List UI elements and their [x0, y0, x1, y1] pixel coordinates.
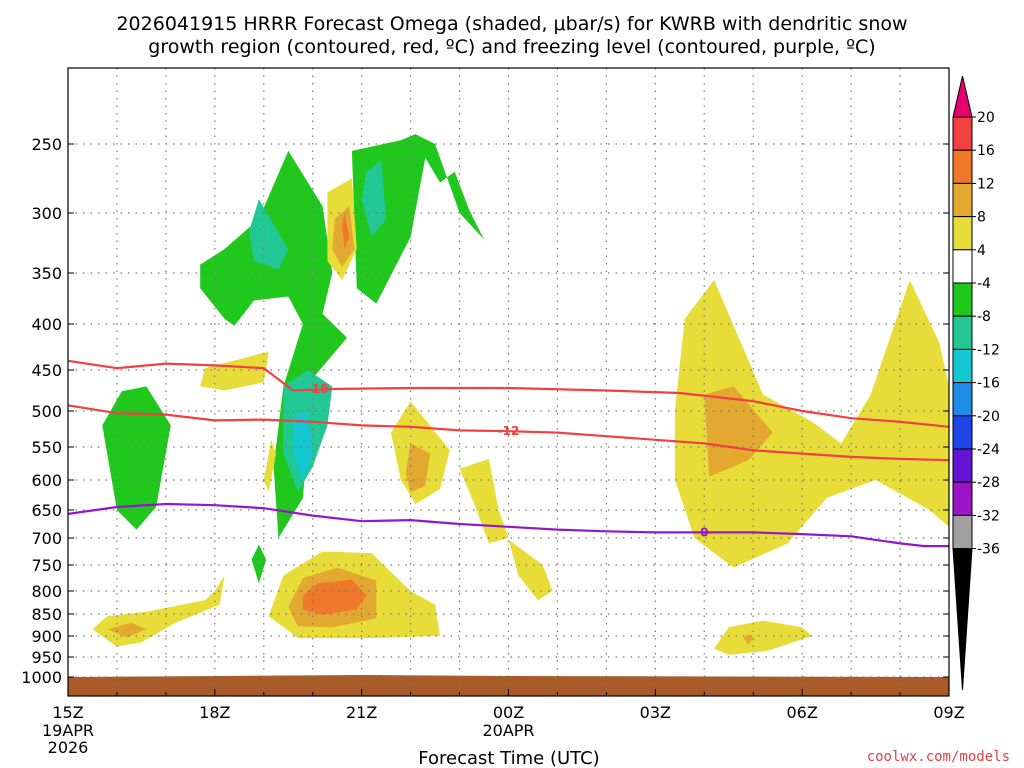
colorbar-bin-8	[952, 382, 973, 417]
colorbar-label-9: -20	[977, 409, 1000, 425]
colorbar-bin-4	[952, 249, 973, 284]
y-tick-label-11: 800	[31, 582, 62, 601]
colorbar-bin-0	[952, 116, 973, 151]
x-tick-sublabel-3-0: 20APR	[482, 721, 534, 740]
chart-title-line-2: growth region (contoured, red, ºC) and f…	[148, 36, 875, 58]
omega-region-0	[102, 386, 171, 530]
colorbar-top-arrow	[952, 75, 973, 118]
omega-region-19	[405, 443, 431, 492]
x-tick-label-1: 18Z	[199, 703, 230, 722]
contour-label-1: -12	[498, 424, 520, 438]
colorbar-bin-11	[952, 481, 973, 516]
omega-region-6	[361, 160, 387, 237]
colorbar-bin-7	[952, 348, 973, 384]
y-tick-label-14: 950	[31, 648, 62, 667]
contour-label-2: 0	[700, 525, 708, 539]
y-tick-label-3: 400	[31, 315, 62, 334]
colorbar-bin-12	[952, 514, 973, 550]
omega-shading	[92, 134, 949, 655]
x-tick-label-4: 03Z	[640, 703, 671, 722]
omega-region-4	[249, 199, 289, 270]
x-tick-label-3: 00Z	[493, 703, 524, 722]
omega-region-2	[351, 134, 484, 304]
omega-region-21	[107, 622, 147, 638]
y-tick-label-5: 500	[31, 402, 62, 421]
colorbar-bin-2	[952, 182, 973, 218]
y-tick-label-4: 450	[31, 361, 62, 380]
colorbar-label-10: -24	[977, 442, 1000, 458]
chart-title-line-1: 2026041915 HRRR Forecast Omega (shaded, …	[116, 13, 907, 35]
y-tick-label-1: 300	[31, 204, 62, 223]
omega-region-25	[302, 579, 367, 615]
y-tick-label-0: 250	[31, 135, 62, 154]
colorbar-label-2: 12	[977, 176, 995, 192]
contour-0	[67, 502, 949, 548]
y-tick-label-2: 350	[31, 264, 62, 283]
x-tick-label-0: 15Z	[52, 703, 83, 722]
x-tick-label-6: 09Z	[933, 703, 964, 722]
omega-region-8	[200, 351, 269, 391]
colorbar-label-12: -32	[977, 508, 1000, 524]
x-tick-sublabel-0-1: 2026	[48, 738, 89, 757]
x-tick-label-5: 06Z	[787, 703, 818, 722]
colorbar-bin-3	[952, 216, 973, 251]
x-axis-title: Forecast Time (UTC)	[418, 748, 599, 768]
colorbar-label-13: -36	[977, 542, 1000, 558]
omega-region-24	[342, 213, 350, 249]
terrain-ground	[68, 675, 949, 696]
colorbar-label-8: -16	[977, 376, 1000, 392]
colorbar-bin-10	[952, 448, 973, 483]
colorbar-bin-9	[952, 415, 973, 450]
contours: -18 -12 0	[67, 359, 950, 548]
contour-label-0: -18	[307, 382, 329, 396]
colorbar-label-4: 4	[977, 243, 986, 259]
y-tick-label-8: 650	[31, 501, 62, 520]
omega-region-14	[674, 280, 949, 568]
omega-region-13	[508, 539, 553, 601]
omega-region-7	[293, 411, 313, 480]
terrain	[68, 675, 949, 696]
x-tick-label-2: 21Z	[346, 703, 377, 722]
colorbar-bin-5	[952, 282, 973, 317]
omega-region-17	[714, 620, 812, 655]
omega-region-20	[704, 386, 773, 477]
omega-region-12	[459, 458, 509, 544]
y-tick-label-7: 600	[31, 471, 62, 490]
colorbar-label-3: 8	[977, 210, 986, 226]
colorbar-label-1: 16	[977, 143, 995, 159]
colorbar: 20 16 12 8 4 -4 -8 -12 -16 -20 -24 -28 -32 -36	[952, 75, 1000, 691]
colorbar-label-5: -4	[977, 276, 991, 292]
credit-text: coolwx.com/models	[867, 749, 1010, 765]
omega-region-1	[200, 150, 347, 538]
colorbar-label-11: -28	[977, 475, 1000, 491]
y-tick-label-15: 1000	[21, 668, 62, 687]
plot-area: -18 -12 0	[67, 67, 950, 697]
colorbar-label-0: 20	[977, 110, 995, 126]
colorbar-label-7: -12	[977, 342, 1000, 358]
y-tick-label-9: 700	[31, 529, 62, 548]
colorbar-bin-1	[952, 149, 973, 184]
omega-region-3	[251, 544, 267, 584]
contour--18	[67, 359, 950, 428]
y-tick-label-6: 550	[31, 438, 62, 457]
contour--12	[67, 404, 950, 462]
colorbar-bottom-arrow	[952, 548, 973, 691]
y-tick-label-12: 850	[31, 605, 62, 624]
x-tick-sublabel-0-0: 19APR	[42, 721, 94, 740]
colorbar-label-6: -8	[977, 309, 991, 325]
colorbar-bin-6	[952, 315, 973, 350]
y-tick-label-10: 750	[31, 556, 62, 575]
omega-region-9	[263, 439, 276, 492]
y-axis: 250 300 350 400 450 500 550 600 650 700 750 800 850 9…	[21, 135, 949, 687]
y-tick-label-13: 900	[31, 627, 62, 646]
